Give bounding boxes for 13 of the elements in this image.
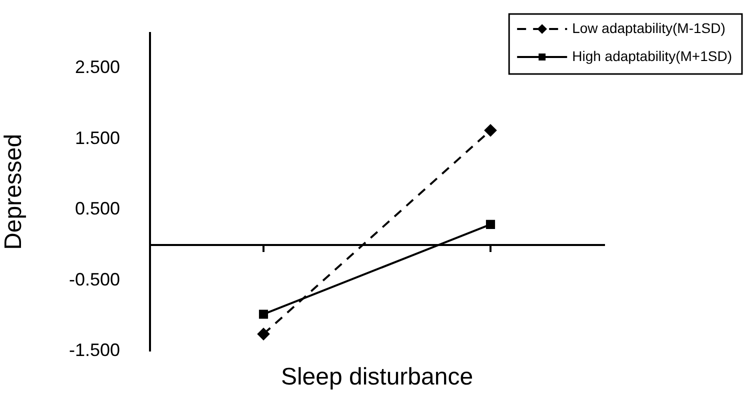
point — [258, 328, 270, 340]
legend-label: Low adaptability(M-1SD) — [572, 20, 726, 36]
y-tick-label: -0.500 — [68, 269, 120, 290]
y-axis-title: Depressed — [0, 134, 28, 250]
legend-label: High adaptability(M+1SD) — [572, 48, 732, 64]
x-axis-title: Sleep disturbance — [280, 364, 474, 391]
y-tick-label: 2.500 — [74, 57, 120, 78]
point — [258, 310, 268, 319]
point — [486, 220, 496, 229]
y-tick-label: 1.500 — [74, 128, 120, 148]
y-tick-label: -1.500 — [68, 340, 120, 360]
y-tick-label: 0.500 — [74, 198, 120, 219]
point — [484, 124, 496, 136]
